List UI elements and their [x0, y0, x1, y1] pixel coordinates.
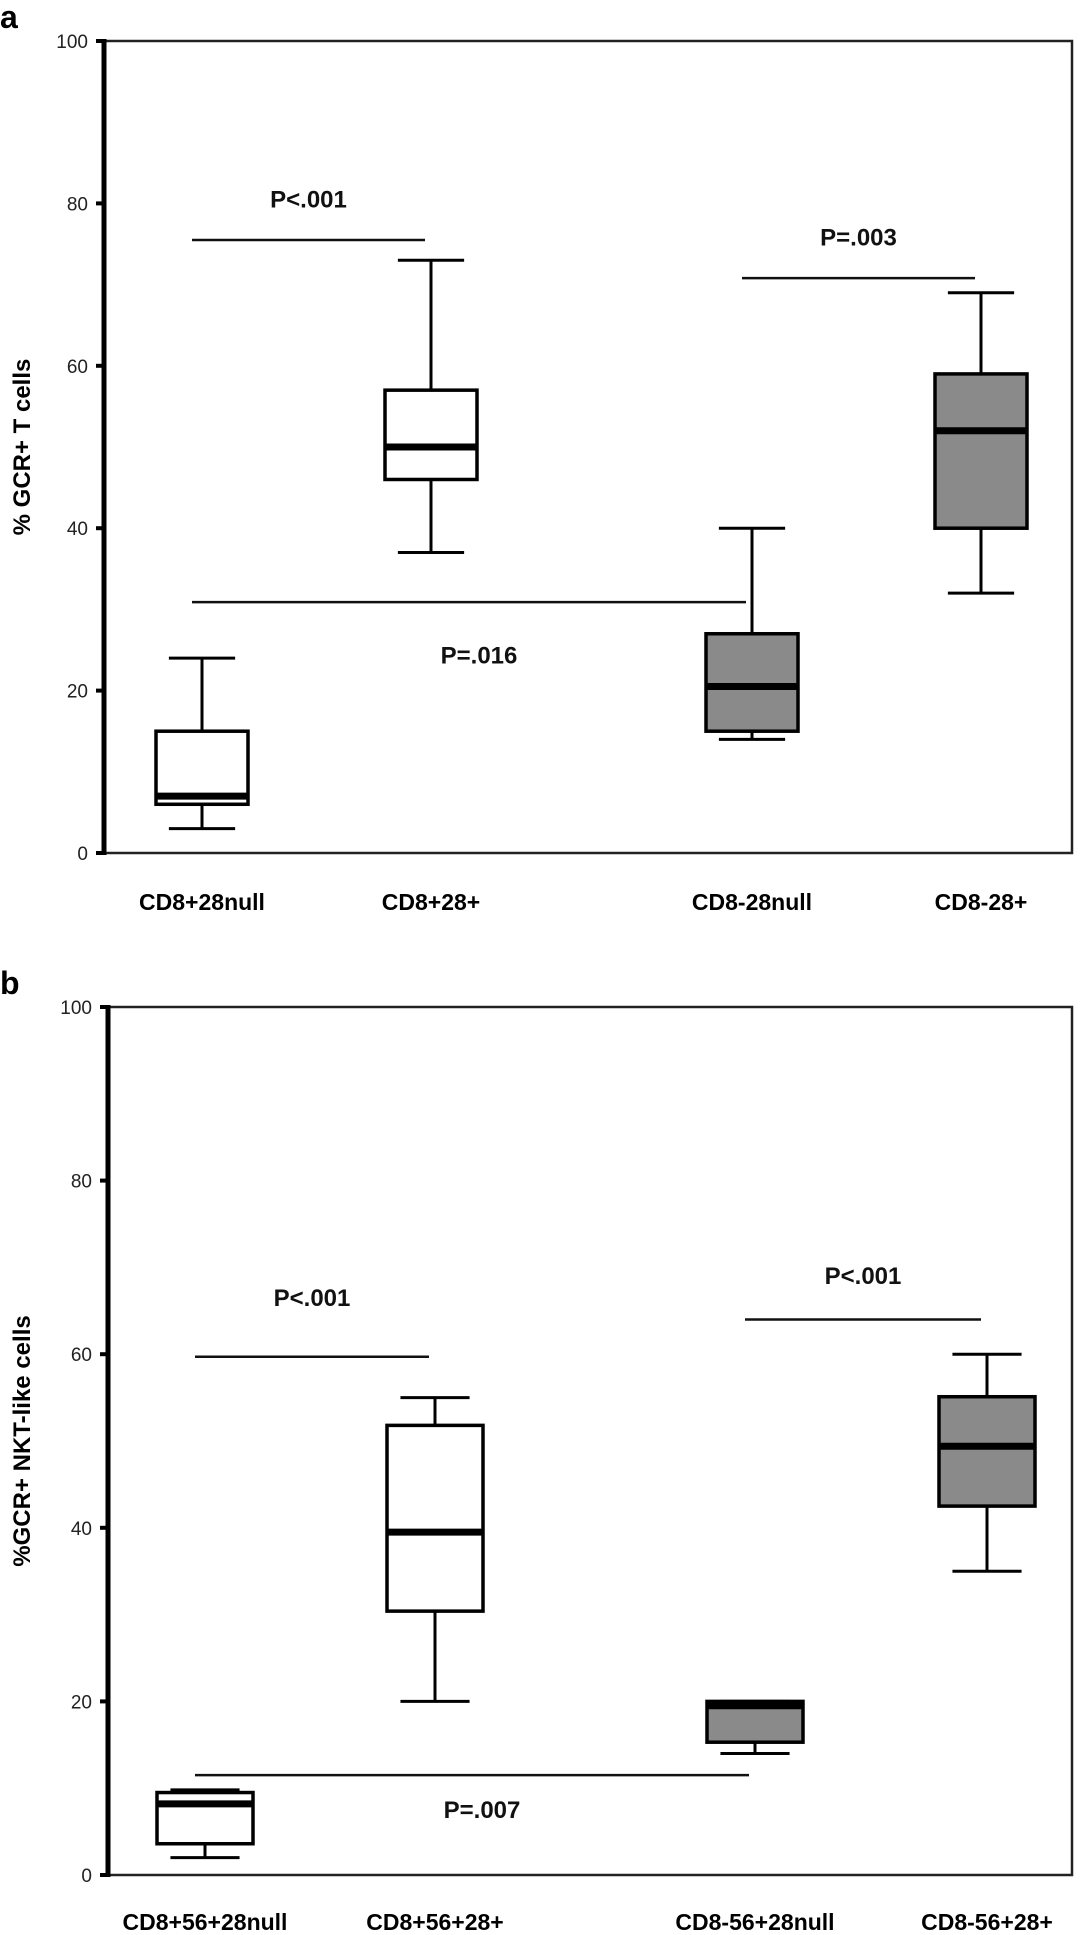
box-iqr [155, 1790, 255, 1846]
x-category-label: CD8+56+28+ [366, 1909, 503, 1935]
box-iqr [933, 372, 1029, 530]
box-iqr [704, 632, 800, 733]
y-tick-label: 40 [71, 1519, 92, 1540]
box-iqr [385, 1423, 485, 1613]
x-category-label: CD8+28null [139, 889, 265, 915]
p-value-label: P<.001 [274, 1285, 351, 1312]
box-iqr [383, 388, 479, 482]
y-tick-label: 80 [67, 194, 88, 215]
y-tick-label: 20 [71, 1692, 92, 1713]
y-tick-label: 0 [77, 844, 88, 865]
y-tick-label: 20 [67, 682, 88, 703]
x-category-label: CD8+56+28null [123, 1909, 288, 1935]
p-value-label: P<.001 [825, 1263, 902, 1290]
p-value-label: P=.016 [441, 643, 518, 670]
panel-label: a [0, 0, 18, 35]
y-tick-label: 100 [60, 998, 92, 1019]
y-tick-label: 60 [67, 357, 88, 378]
y-axis-label: % GCR+ T cells [9, 359, 36, 536]
y-tick-label: 60 [71, 1345, 92, 1366]
x-category-label: CD8-56+28null [675, 1909, 834, 1935]
y-tick-label: 40 [67, 519, 88, 540]
y-tick-label: 0 [81, 1866, 92, 1887]
plot-frame [106, 1005, 1074, 1877]
x-category-label: CD8-28+ [935, 889, 1028, 915]
y-tick-label: 100 [56, 32, 88, 53]
p-value-label: P=.007 [444, 1797, 521, 1824]
panel-label: b [0, 965, 20, 1001]
p-value-label: P<.001 [270, 186, 347, 213]
y-tick-label: 80 [71, 1172, 92, 1193]
p-value-label: P=.003 [820, 225, 897, 252]
box-iqr [154, 729, 250, 807]
y-axis-label: %GCR+ NKT-like cells [9, 1315, 36, 1566]
x-category-label: CD8+28+ [382, 889, 480, 915]
x-category-label: CD8-28null [692, 889, 812, 915]
box-iqr [937, 1394, 1037, 1508]
x-category-label: CD8-56+28+ [921, 1909, 1053, 1935]
